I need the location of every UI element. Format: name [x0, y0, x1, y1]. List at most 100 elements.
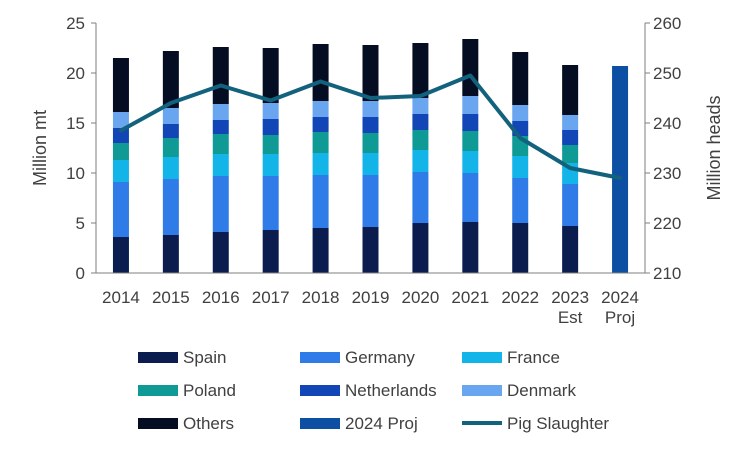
legend-swatch — [138, 385, 178, 396]
bar-denmark-6 — [412, 98, 429, 114]
bar-germany-1 — [162, 179, 179, 235]
bar-others-9 — [562, 65, 579, 115]
y-tick-label: 20 — [66, 64, 85, 83]
bar-france-8 — [512, 156, 529, 178]
legend-label: Netherlands — [345, 381, 437, 400]
x-tick-label: Proj — [605, 308, 635, 327]
bar-denmark-1 — [162, 108, 179, 124]
x-tick-label: 2024 — [601, 288, 639, 307]
bar-denmark-5 — [362, 101, 379, 117]
y2-axis-title: Million heads — [704, 95, 724, 200]
bar-germany-6 — [412, 172, 429, 223]
bar-denmark-7 — [462, 96, 479, 114]
y2-tick-label: 260 — [653, 14, 681, 33]
bar-poland-1 — [162, 138, 179, 157]
bar-france-7 — [462, 151, 479, 173]
x-tick-label: 2020 — [401, 288, 439, 307]
y-tick-label: 10 — [66, 164, 85, 183]
bar-netherlands-5 — [362, 117, 379, 133]
bar-poland-0 — [112, 143, 129, 160]
bar-netherlands-3 — [262, 119, 279, 135]
bar-denmark-2 — [212, 104, 229, 120]
x-tick-label: 2019 — [352, 288, 390, 307]
x-tick-label: 2015 — [152, 288, 190, 307]
bar-france-0 — [112, 160, 129, 182]
legend-label: Pig Slaughter — [507, 414, 609, 433]
bar-poland-2 — [212, 134, 229, 154]
legend-swatch — [300, 385, 340, 396]
x-tick-label: 2022 — [501, 288, 539, 307]
bar-netherlands-0 — [112, 128, 129, 143]
y-tick-label: 0 — [76, 264, 85, 283]
bar-denmark-3 — [262, 103, 279, 119]
bar-spain-2 — [212, 232, 229, 273]
bar-spain-6 — [412, 223, 429, 273]
legend: Spain Germany France Poland Netherlands Denma… — [138, 348, 609, 433]
plot-area: 0 5 10 15 20 25 210 220 230 240 250 260 2014 2015 2016… — [66, 14, 681, 327]
bar-france-6 — [412, 150, 429, 172]
legend-label: Poland — [183, 381, 236, 400]
y2-tick-label: 230 — [653, 164, 681, 183]
legend-swatch — [462, 352, 502, 363]
bar-2024-proj-10 — [612, 66, 629, 273]
y-tick-label: 15 — [66, 114, 85, 133]
x-tick-label: 2021 — [451, 288, 489, 307]
bar-germany-3 — [262, 176, 279, 230]
pig-slaughter-line — [118, 73, 623, 180]
x-tick-label: 2016 — [202, 288, 240, 307]
bar-others-0 — [112, 58, 129, 112]
x-tick-label: 2017 — [252, 288, 290, 307]
bar-germany-5 — [362, 175, 379, 227]
y2-tick-label: 210 — [653, 264, 681, 283]
bar-spain-5 — [362, 227, 379, 273]
x-tick-label: Est — [558, 308, 583, 327]
y-tick-label: 25 — [66, 14, 85, 33]
bar-others-4 — [312, 44, 329, 101]
bar-poland-4 — [312, 132, 329, 153]
y2-tick-label: 250 — [653, 64, 681, 83]
bar-france-4 — [312, 153, 329, 175]
bar-spain-8 — [512, 223, 529, 273]
bar-poland-9 — [562, 145, 579, 163]
bar-denmark-0 — [112, 112, 129, 128]
bar-spain-1 — [162, 235, 179, 273]
legend-swatch — [462, 385, 502, 396]
y2-tick-label: 240 — [653, 114, 681, 133]
bar-spain-9 — [562, 226, 579, 273]
bar-france-2 — [212, 154, 229, 176]
bar-poland-5 — [362, 133, 379, 153]
legend-label: 2024 Proj — [345, 414, 418, 433]
bar-germany-0 — [112, 182, 129, 237]
bar-germany-7 — [462, 173, 479, 222]
bar-spain-3 — [262, 230, 279, 273]
legend-label: Denmark — [507, 381, 576, 400]
bar-netherlands-7 — [462, 114, 479, 131]
bar-poland-6 — [412, 130, 429, 150]
bar-others-8 — [512, 52, 529, 105]
bar-others-6 — [412, 43, 429, 98]
bar-germany-9 — [562, 184, 579, 226]
legend-swatch — [300, 418, 340, 429]
legend-swatch — [300, 352, 340, 363]
bar-others-2 — [212, 47, 229, 104]
bar-netherlands-6 — [412, 114, 429, 130]
bar-others-5 — [362, 45, 379, 101]
y-axis-title: Million mt — [30, 110, 50, 186]
bar-france-1 — [162, 157, 179, 179]
bar-poland-3 — [262, 135, 279, 154]
bar-spain-0 — [112, 237, 129, 273]
bar-spain-7 — [462, 222, 479, 273]
bar-netherlands-9 — [562, 130, 579, 145]
bar-netherlands-1 — [162, 124, 179, 138]
x-tick-label: 2014 — [102, 288, 140, 307]
legend-label: Spain — [183, 348, 226, 367]
bar-poland-7 — [462, 131, 479, 151]
bar-others-7 — [462, 39, 479, 96]
bar-germany-4 — [312, 175, 329, 228]
bar-others-1 — [162, 51, 179, 108]
x-tick-label: 2023 — [551, 288, 589, 307]
bar-germany-2 — [212, 176, 229, 232]
bar-germany-8 — [512, 178, 529, 223]
legend-label: France — [507, 348, 560, 367]
